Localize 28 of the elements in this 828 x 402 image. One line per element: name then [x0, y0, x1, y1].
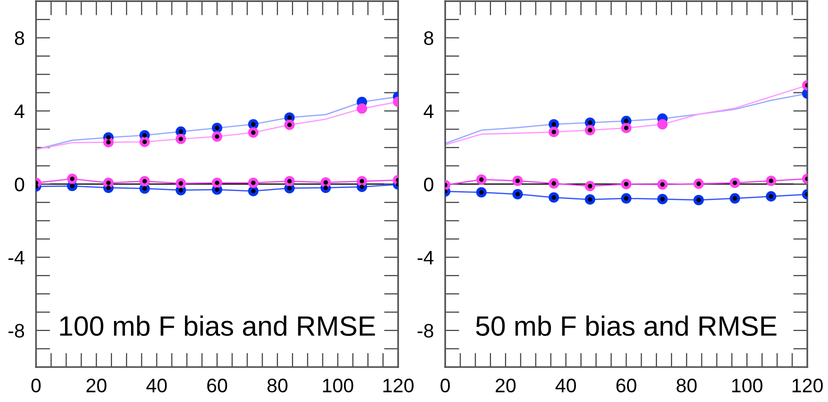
y-tick-label: 4: [424, 104, 434, 118]
x-tick-label: 120: [792, 378, 823, 392]
x-tick-label: 40: [146, 378, 167, 392]
y-tick-label: -4: [418, 250, 434, 264]
y-tick-label: 4: [14, 104, 24, 118]
x-tick-label: 100: [323, 378, 354, 392]
x-tick-label: 80: [676, 378, 697, 392]
text: 50 mb F bias and RMSE: [476, 316, 776, 336]
y-tick-label: -4: [8, 250, 24, 264]
x-tick-label: 20: [496, 378, 516, 392]
x-tick-label: 40: [556, 378, 576, 392]
point: [657, 119, 668, 130]
point: [356, 103, 368, 114]
y-tick-label: 0: [424, 178, 434, 192]
y-tick-label: 8: [424, 31, 434, 46]
x-tick-label: 80: [267, 378, 288, 392]
x-tick-label: 120: [383, 378, 414, 392]
text: 100 mb F bias and RMSE: [60, 316, 375, 336]
y-tick-label: -8: [8, 324, 24, 338]
y-tick-label: 8: [14, 31, 24, 46]
x-tick-label: 60: [207, 378, 228, 392]
y-tick-label: -8: [418, 324, 434, 338]
x-tick-label: 0: [440, 378, 450, 392]
y-tick-label: 0: [14, 178, 24, 192]
x-tick-label: 60: [616, 378, 636, 392]
x-tick-label: 0: [31, 378, 41, 392]
x-tick-label: 100: [732, 378, 762, 392]
x-tick-label: 20: [86, 378, 106, 392]
